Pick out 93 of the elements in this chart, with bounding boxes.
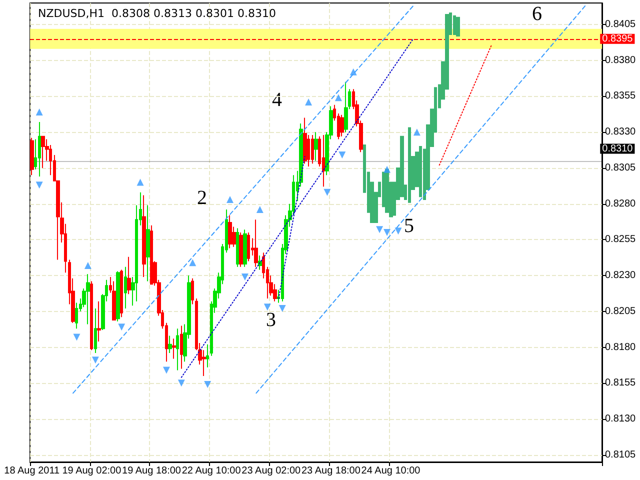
candlestick bbox=[150, 224, 153, 285]
candlestick bbox=[75, 302, 78, 330]
point bbox=[384, 229, 391, 236]
candlestick bbox=[247, 232, 250, 262]
y-tick-label: 0.8305 bbox=[605, 162, 636, 174]
candlestick bbox=[314, 132, 318, 162]
point bbox=[324, 188, 331, 196]
annotation: 3 bbox=[266, 309, 276, 331]
candlestick bbox=[408, 127, 411, 203]
ref-line-label: 0.8395 bbox=[602, 33, 634, 44]
candlestick bbox=[86, 274, 90, 325]
point bbox=[256, 206, 264, 214]
candlestick bbox=[172, 338, 176, 360]
candlestick bbox=[400, 136, 404, 198]
candlestick bbox=[127, 256, 131, 295]
candlestick bbox=[228, 214, 232, 249]
chart-title: NZDUSD,H1 0.8308 0.8313 0.8301 0.8310 bbox=[38, 7, 276, 20]
y-tick-label: 0.8255 bbox=[605, 234, 636, 246]
point bbox=[338, 152, 346, 159]
point bbox=[350, 68, 357, 76]
point bbox=[189, 259, 196, 266]
point bbox=[226, 196, 234, 204]
candlestick bbox=[120, 269, 123, 318]
y-tick-label: 0.8330 bbox=[605, 126, 636, 138]
candlestick bbox=[453, 15, 456, 36]
point bbox=[241, 273, 248, 280]
candlestick bbox=[90, 280, 93, 351]
x-tick-label: 23 Aug 02:00 bbox=[242, 466, 302, 476]
candlestick bbox=[456, 16, 460, 36]
annotation: 6 bbox=[532, 3, 542, 25]
candlestick bbox=[311, 134, 314, 164]
candlestick bbox=[258, 254, 262, 270]
candlestick bbox=[303, 117, 307, 164]
candlestick bbox=[191, 278, 194, 305]
x-tick-label: 18 Aug 2011 bbox=[4, 466, 60, 476]
candlestick bbox=[254, 219, 258, 268]
candlestick bbox=[243, 229, 247, 268]
point bbox=[264, 304, 271, 311]
x-tick-label: 23 Aug 18:00 bbox=[301, 466, 361, 476]
y-tick-label: 0.8105 bbox=[605, 449, 636, 460]
point bbox=[384, 166, 391, 173]
point bbox=[394, 228, 402, 235]
point bbox=[413, 128, 420, 136]
candlestick bbox=[239, 232, 243, 268]
candlestick bbox=[344, 81, 348, 133]
y-tick-label: 0.8355 bbox=[605, 90, 636, 102]
candlestick bbox=[340, 114, 344, 137]
candlestick bbox=[41, 136, 45, 168]
candlestick bbox=[116, 270, 120, 322]
annotation: 2 bbox=[197, 187, 207, 209]
candlestick bbox=[30, 137, 34, 176]
point bbox=[178, 380, 185, 387]
point bbox=[36, 182, 43, 189]
candlestick bbox=[206, 344, 209, 368]
point bbox=[84, 262, 92, 269]
point bbox=[305, 98, 312, 106]
candlestick bbox=[419, 146, 422, 198]
y-tick-label: 0.8180 bbox=[605, 342, 636, 353]
y-tick-label: 0.8130 bbox=[605, 413, 636, 424]
point bbox=[92, 356, 99, 364]
point bbox=[73, 334, 80, 341]
candlestick bbox=[112, 280, 116, 320]
x-tick-label: 22 Aug 10:00 bbox=[182, 466, 242, 476]
y-tick-label: 0.8155 bbox=[605, 378, 636, 389]
point bbox=[118, 324, 126, 331]
candlestick bbox=[236, 228, 239, 268]
point bbox=[162, 366, 170, 374]
candlestick bbox=[124, 266, 127, 310]
point bbox=[278, 305, 286, 312]
y-tick-label: 0.8280 bbox=[605, 198, 636, 210]
candlestick bbox=[322, 134, 325, 188]
x-tick-label: 24 Aug 10:00 bbox=[361, 466, 421, 476]
point bbox=[376, 226, 384, 234]
ref-line-label: 0.8310 bbox=[602, 143, 634, 154]
candlestick bbox=[142, 194, 146, 278]
point bbox=[334, 94, 342, 102]
candlestick bbox=[180, 325, 183, 370]
candlestick bbox=[38, 122, 41, 178]
point bbox=[36, 108, 43, 116]
annotation: 5 bbox=[404, 215, 414, 237]
x-tick-label: 19 Aug 18:00 bbox=[122, 466, 182, 476]
candlestick bbox=[176, 328, 179, 371]
point bbox=[204, 381, 212, 388]
y-tick-label: 0.8230 bbox=[605, 270, 636, 282]
y-tick-label: 0.8405 bbox=[605, 19, 636, 30]
x-tick-label: 19 Aug 02:00 bbox=[62, 466, 122, 476]
candlestick bbox=[168, 335, 172, 354]
candlestick bbox=[97, 300, 101, 342]
candlestick bbox=[146, 204, 150, 282]
point bbox=[136, 178, 144, 186]
y-tick-label: 0.8380 bbox=[605, 54, 636, 66]
y-tick-label: 0.8205 bbox=[605, 306, 636, 317]
candlestick bbox=[94, 308, 97, 354]
